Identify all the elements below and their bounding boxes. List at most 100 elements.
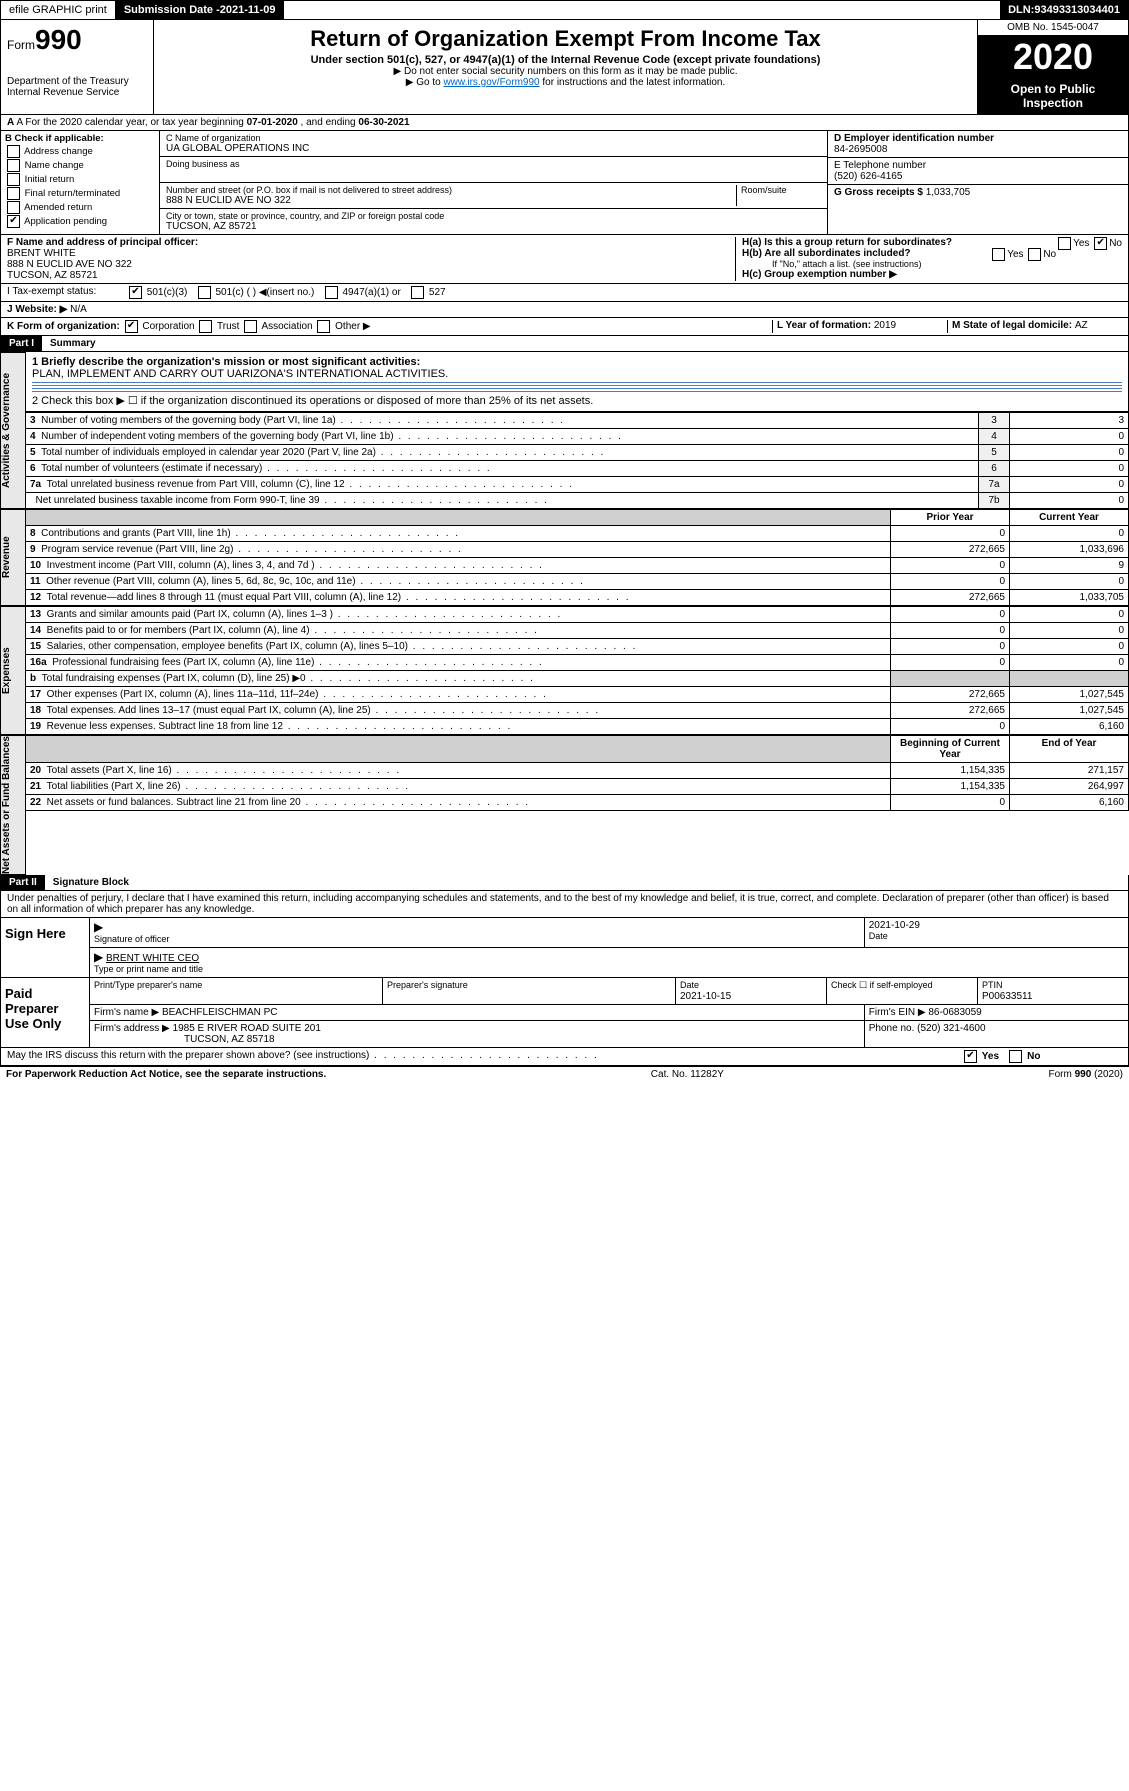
- form-number: Form990: [7, 24, 147, 56]
- check-address-change[interactable]: Address change: [5, 145, 155, 158]
- check-4947[interactable]: [325, 286, 338, 299]
- phone-value: (520) 626-4165: [834, 171, 902, 182]
- row-k: K Form of organization: ✔ Corporation Tr…: [0, 318, 1129, 336]
- part1-governance: Activities & Governance 1 Briefly descri…: [0, 352, 1129, 509]
- discuss-no[interactable]: [1009, 1050, 1022, 1063]
- firm-addr-label: Firm's address ▶: [94, 1023, 173, 1034]
- part1-netassets: Net Assets or Fund Balances Beginning of…: [0, 735, 1129, 875]
- room-label: Room/suite: [736, 185, 821, 206]
- check-final-return[interactable]: Final return/terminated: [5, 187, 155, 200]
- check-501c[interactable]: [198, 286, 211, 299]
- top-bar: efile GRAPHIC print Submission Date - 20…: [0, 0, 1129, 20]
- website-value: N/A: [70, 304, 87, 315]
- prep-sig-label: Preparer's signature: [383, 978, 676, 1004]
- dln: DLN: 93493313034401: [1000, 1, 1128, 19]
- row-j: J Website: ▶ N/A: [0, 302, 1129, 318]
- check-corp[interactable]: ✔: [125, 320, 138, 333]
- header-left: Form990 Department of the Treasury Inter…: [1, 20, 154, 114]
- gross-label: G Gross receipts $: [834, 187, 926, 198]
- irs-link[interactable]: www.irs.gov/Form990: [443, 77, 539, 88]
- ptin-value: P00633511: [982, 991, 1032, 1002]
- col-d-e-g: D Employer identification number 84-2695…: [827, 131, 1128, 234]
- city-label: City or town, state or province, country…: [166, 211, 821, 221]
- sign-here-label: Sign Here: [1, 918, 90, 977]
- check-527[interactable]: [411, 286, 424, 299]
- sign-here-section: Sign Here ▶ Signature of officer 2021-10…: [0, 918, 1129, 978]
- org-city: TUCSON, AZ 85721: [166, 221, 821, 232]
- paid-preparer-section: Paid Preparer Use Only Print/Type prepar…: [0, 978, 1129, 1048]
- check-501c3[interactable]: ✔: [129, 286, 142, 299]
- check-initial-return[interactable]: Initial return: [5, 173, 155, 186]
- l1-label: 1 Briefly describe the organization's mi…: [32, 356, 420, 368]
- i-label: I Tax-exempt status:: [7, 286, 127, 299]
- col-b-label: B Check if applicable:: [5, 133, 104, 144]
- row-i: I Tax-exempt status: ✔ 501(c)(3) 501(c) …: [0, 284, 1129, 302]
- ptin-label: PTIN: [982, 980, 1003, 990]
- check-trust[interactable]: [199, 320, 212, 333]
- sig-date-label: Date: [869, 931, 888, 941]
- l2-text: 2 Check this box ▶ ☐ if the organization…: [32, 394, 1122, 407]
- part2-title: Signature Block: [45, 877, 129, 888]
- form-header: Form990 Department of the Treasury Inter…: [0, 20, 1129, 115]
- side-netassets: Net Assets or Fund Balances: [0, 735, 26, 875]
- f-label: F Name and address of principal officer:: [7, 237, 198, 248]
- hc-label: H(c) Group exemption number ▶: [742, 269, 897, 280]
- l1-text: PLAN, IMPLEMENT AND CARRY OUT UARIZONA'S…: [32, 368, 448, 380]
- footer-right: Form 990 (2020): [1049, 1069, 1123, 1080]
- side-governance: Activities & Governance: [0, 352, 26, 509]
- check-amended[interactable]: Amended return: [5, 201, 155, 214]
- expenses-table: 13 Grants and similar amounts paid (Part…: [26, 606, 1129, 735]
- dba-label: Doing business as: [166, 159, 821, 169]
- footer-mid: Cat. No. 11282Y: [651, 1069, 724, 1080]
- j-label: J Website: ▶: [7, 304, 67, 315]
- tax-year: 2020: [978, 36, 1128, 78]
- discuss-yes[interactable]: ✔: [964, 1050, 977, 1063]
- check-assoc[interactable]: [244, 320, 257, 333]
- sig-officer-label: Signature of officer: [94, 934, 169, 944]
- efile-label[interactable]: efile GRAPHIC print: [1, 1, 116, 19]
- m-value: AZ: [1075, 320, 1088, 331]
- submission-date: Submission Date - 2021-11-09: [116, 1, 285, 19]
- dept-treasury: Department of the Treasury: [7, 76, 147, 87]
- netassets-table: Beginning of Current YearEnd of Year20 T…: [26, 735, 1129, 811]
- col-b-checkboxes: B Check if applicable: Address change Na…: [1, 131, 160, 234]
- check-application-pending[interactable]: ✔ Application pending: [5, 215, 155, 228]
- check-other[interactable]: [317, 320, 330, 333]
- note-link: ▶ Go to www.irs.gov/Form990 for instruct…: [158, 77, 973, 88]
- part1-revenue: Revenue Prior YearCurrent Year8 Contribu…: [0, 509, 1129, 606]
- row-f-h: F Name and address of principal officer:…: [0, 235, 1129, 284]
- prep-date-label: Date: [680, 980, 699, 990]
- addr-label: Number and street (or P.O. box if mail i…: [166, 185, 736, 195]
- l-label: L Year of formation:: [777, 320, 874, 331]
- form-subtitle: Under section 501(c), 527, or 4947(a)(1)…: [158, 54, 973, 66]
- firm-addr2: TUCSON, AZ 85718: [94, 1034, 275, 1045]
- ha-no[interactable]: ✔: [1094, 237, 1107, 250]
- part1-label: Part I: [1, 336, 42, 351]
- self-employed-check[interactable]: Check ☐ if self-employed: [827, 978, 978, 1004]
- firm-phone-label: Phone no.: [869, 1023, 917, 1034]
- hb-yes[interactable]: [992, 248, 1005, 261]
- ha-yes[interactable]: [1058, 237, 1071, 250]
- printed-name-label: Type or print name and title: [94, 964, 203, 974]
- officer-printed-name: BRENT WHITE CEO: [106, 953, 199, 964]
- prep-name-label: Print/Type preparer's name: [90, 978, 383, 1004]
- org-name: UA GLOBAL OPERATIONS INC: [166, 143, 821, 154]
- firm-name-label: Firm's name ▶: [94, 1007, 162, 1018]
- note-ssn: ▶ Do not enter social security numbers o…: [158, 66, 973, 77]
- hb-no[interactable]: [1028, 248, 1041, 261]
- discuss-row: May the IRS discuss this return with the…: [0, 1048, 1129, 1066]
- k-label: K Form of organization:: [7, 321, 120, 332]
- ha-label: H(a) Is this a group return for subordin…: [742, 237, 952, 248]
- prep-date: 2021-10-15: [680, 991, 731, 1002]
- ein-value: 84-2695008: [834, 144, 887, 155]
- side-revenue: Revenue: [0, 509, 26, 606]
- firm-addr1: 1985 E RIVER ROAD SUITE 201: [173, 1023, 321, 1034]
- officer-name: BRENT WHITE: [7, 248, 76, 259]
- revenue-table: Prior YearCurrent Year8 Contributions an…: [26, 509, 1129, 606]
- footer-left: For Paperwork Reduction Act Notice, see …: [6, 1069, 326, 1080]
- check-name-change[interactable]: Name change: [5, 159, 155, 172]
- hb-note: If "No," attach a list. (see instruction…: [742, 259, 1122, 269]
- firm-ein-label: Firm's EIN ▶: [869, 1007, 929, 1018]
- sig-date: 2021-10-29: [869, 920, 920, 931]
- part2-header: Part II Signature Block: [0, 875, 1129, 891]
